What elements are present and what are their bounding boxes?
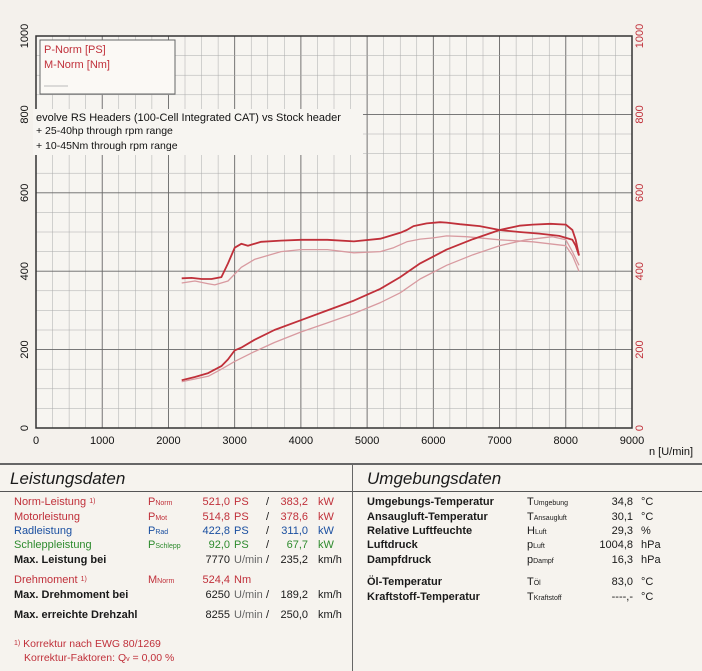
x-tick-label: 4000 — [289, 435, 313, 447]
legend-mnorm: M-Norm [Nm] — [44, 59, 110, 71]
y-right-tick-label: 0 — [634, 425, 646, 431]
chart-title: evolve RS Headers (100-Cell Integrated C… — [36, 112, 341, 124]
legend-box: P-Norm [PS] M-Norm [Nm] — [39, 39, 176, 95]
y-right-tick-label: 800 — [634, 105, 646, 123]
umgebung-row: Kraftstoff-Temperatur TKraftstoff ----,- °C — [367, 591, 654, 603]
legend-pnorm: P-Norm [PS] — [44, 44, 106, 56]
x-tick-label: 6000 — [421, 435, 445, 447]
leistung-row: Drehmoment 1) MNorm 524,4 Nm — [14, 574, 252, 586]
umgebungsdaten-title: Umgebungsdaten — [367, 469, 502, 488]
series-lines — [181, 221, 580, 383]
x-tick-label: 8000 — [554, 435, 578, 447]
y-left-tick-label: 1000 — [19, 24, 31, 48]
plot-frame — [35, 35, 633, 429]
x-axis-label: n [U/min] — [649, 446, 693, 458]
x-tick-label: 0 — [33, 435, 39, 447]
y-right-tick-label: 400 — [634, 262, 646, 280]
x-tick-label: 2000 — [156, 435, 180, 447]
axis-ticks: 0 1000 2000 3000 4000 5000 6000 7000 8000 9000020… — [19, 24, 646, 447]
stock-torque-line — [181, 235, 580, 286]
leistung-row: Schleppleistung PSchlepp 92,0 PS/67,7 kW — [14, 539, 334, 551]
leistungsdaten-title: Leistungsdaten — [10, 469, 126, 488]
umgebungsdaten-panel: Umgebungsdaten Umgebungs-Temperatur TUmge… — [353, 463, 702, 671]
leistung-row: Max. Drehmoment bei 6250 U/min/189,2 km/h — [14, 589, 342, 601]
annotation-hp: + 25-40hp through rpm range — [36, 125, 173, 137]
leistung-row: Max. erreichte Drehzahl 8255 U/min/250,0 km… — [14, 609, 342, 621]
y-right-tick-label: 600 — [634, 184, 646, 202]
x-tick-label: 5000 — [355, 435, 379, 447]
leistung-row: Motorleistung PMot 514,8 PS/378,6 kW — [14, 511, 334, 523]
umgebung-row: Ansaugluft-Temperatur TAnsaugluft 30,1 °C — [367, 511, 654, 523]
footnote-faktoren: Korrektur-Faktoren: Qv = 0,00 % — [24, 652, 175, 664]
stock-power-line — [181, 236, 580, 383]
umgebung-row: Öl-Temperatur TÖl 83,0 °C — [367, 576, 654, 588]
evolve-torque-line — [181, 221, 580, 280]
y-left-tick-label: 400 — [19, 262, 31, 280]
dyno-chart: 0 1000 2000 3000 4000 5000 6000 7000 8000 9000020… — [19, 24, 693, 458]
x-tick-label: 9000 — [620, 435, 644, 447]
leistungsdaten-panel: Leistungsdaten Norm-Leistung 1) PNorm 521,… — [0, 463, 353, 671]
umgebung-row: Umgebungs-Temperatur TUmgebung 34,8 °C — [367, 496, 654, 508]
grid — [35, 35, 633, 429]
umgebung-row: Luftdruck pLuft 1004,8 hPa — [367, 539, 661, 551]
x-tick-label: 7000 — [487, 435, 511, 447]
y-left-tick-label: 0 — [19, 425, 31, 431]
x-tick-label: 3000 — [222, 435, 246, 447]
y-right-tick-label: 200 — [634, 340, 646, 358]
umgebung-row: Relative Luftfeuchte HLuft 29,3% — [367, 525, 651, 537]
y-right-tick-label: 1000 — [634, 24, 646, 48]
y-left-tick-label: 200 — [19, 340, 31, 358]
y-left-tick-label: 600 — [19, 184, 31, 202]
footnote-korrektur: 1) Korrektur nach EWG 80/1269 — [14, 638, 161, 650]
x-tick-label: 1000 — [90, 435, 114, 447]
leistung-row: Norm-Leistung 1) PNorm 521,0 PS/383,2 kW — [14, 496, 334, 508]
umgebung-row: Dampfdruck pDampf 16,3 hPa — [367, 554, 661, 566]
leistung-row: Max. Leistung bei 7770 U/min/235,2 km/h — [14, 554, 342, 566]
annotation-nm: + 10-45Nm through rpm range — [36, 140, 178, 152]
evolve-power-line — [181, 222, 580, 382]
y-left-tick-label: 800 — [19, 105, 31, 123]
leistung-row: Radleistung PRad 422,8 PS/311,0 kW — [14, 525, 334, 537]
